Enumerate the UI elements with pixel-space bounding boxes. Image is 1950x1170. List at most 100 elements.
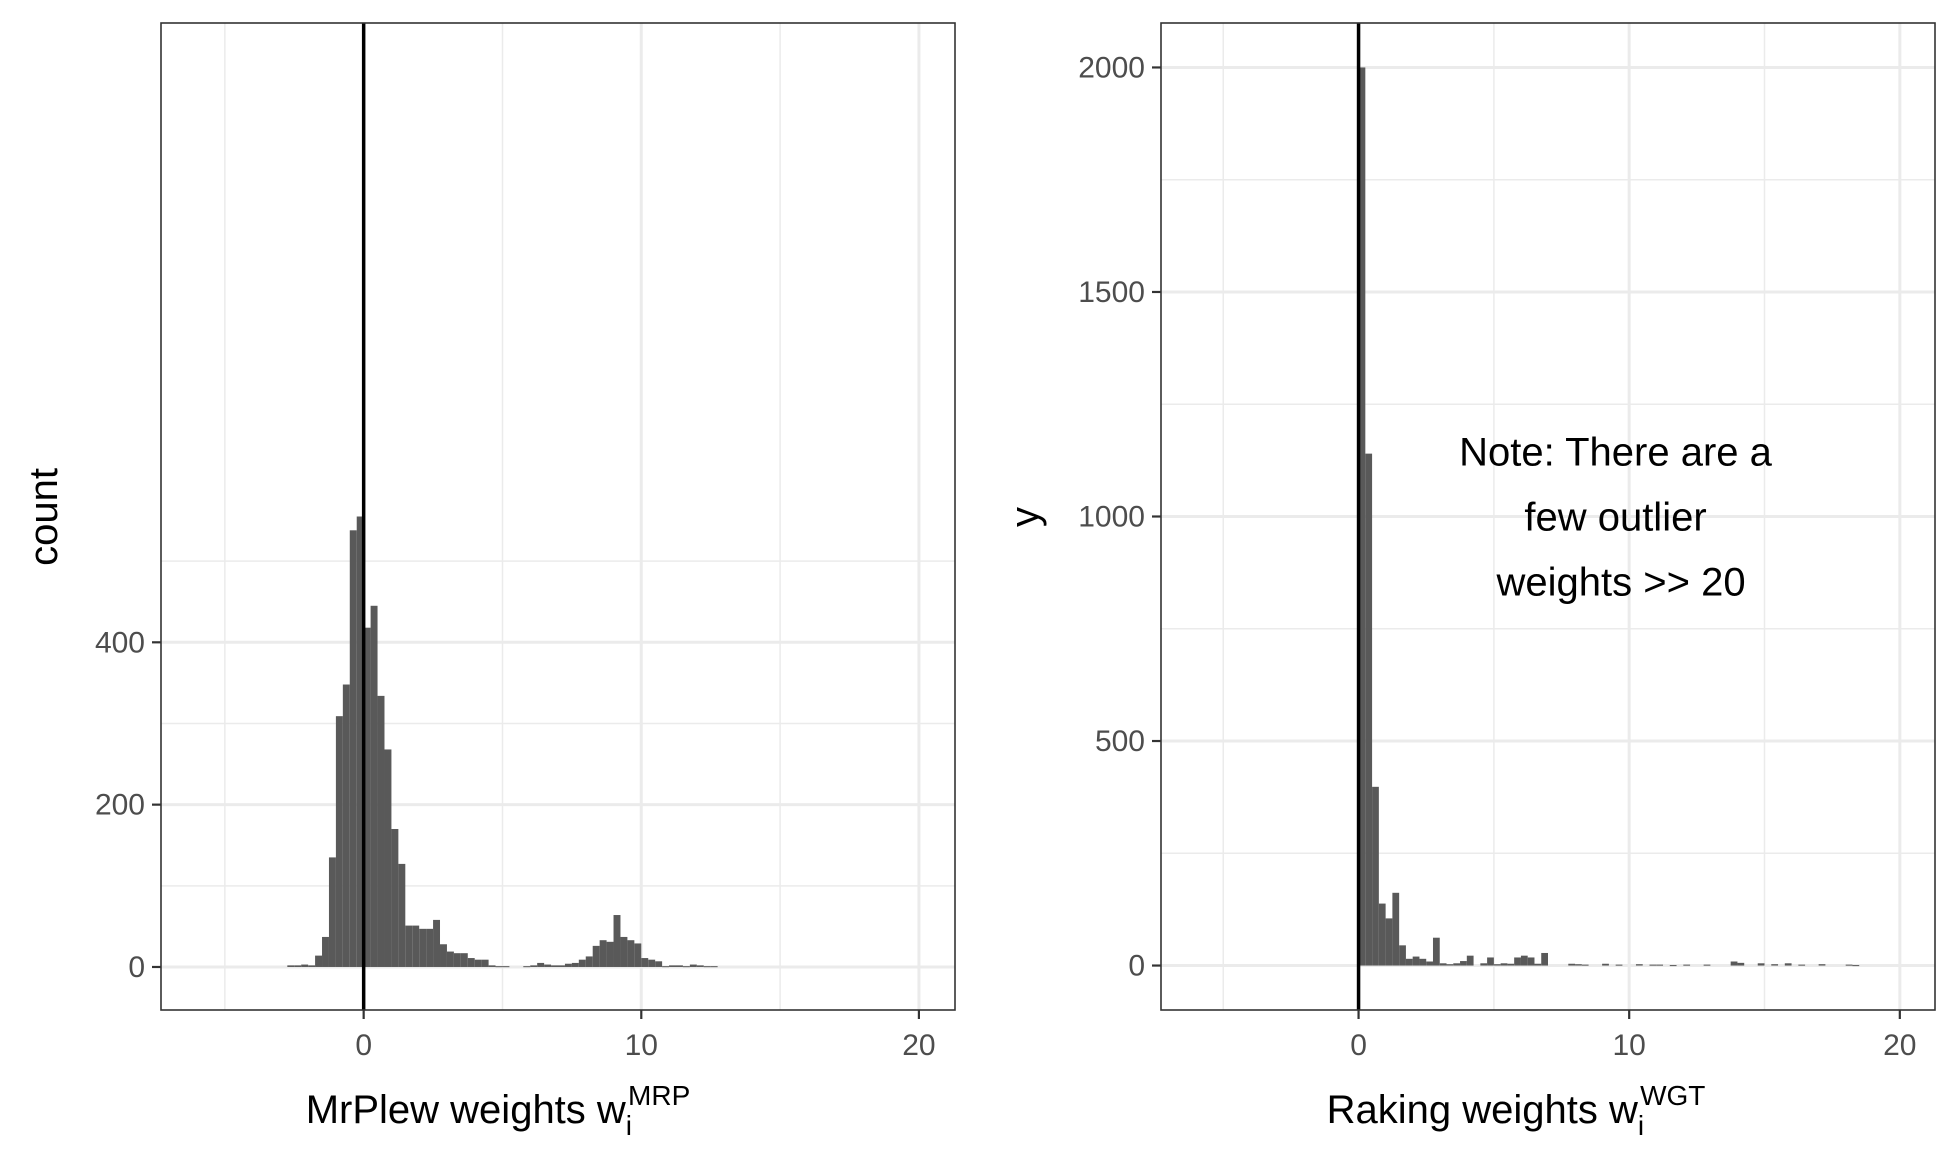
left-chart: 0 200 400 0 10 20 MrPlew weights wiMRP c… [22, 22, 956, 1141]
right-chart: 0 500 1000 1500 2000 0 10 20 Raking weig… [1003, 22, 1936, 1141]
right-x-axis-title: Raking weights wiWGT [1327, 1080, 1706, 1141]
left-histogram-bar [294, 965, 302, 967]
left-x-axis-title-superscript: MRP [628, 1080, 690, 1111]
right-histogram-bar [1798, 964, 1806, 966]
right-histogram-bar [1771, 964, 1779, 966]
left-histogram-bar [460, 953, 468, 967]
left-x-tick-label: 0 [355, 1029, 372, 1062]
left-histogram-bar [578, 959, 586, 967]
right-histogram-bar [1432, 937, 1440, 966]
left-histogram-bar [620, 936, 628, 967]
left-histogram-bar [523, 966, 531, 968]
left-histogram-bar [363, 627, 371, 967]
right-histogram-bar [1493, 964, 1501, 966]
right-x-axis-title-main: Raking weights w [1327, 1088, 1638, 1132]
left-histogram-bar [675, 965, 683, 967]
right-histogram-bar [1527, 957, 1535, 966]
right-histogram-bar [1419, 958, 1427, 966]
right-y-tick-label: 0 [1128, 950, 1145, 983]
left-histogram-bar [634, 943, 642, 967]
right-histogram-bar [1656, 964, 1664, 966]
left-histogram-bar [585, 956, 593, 967]
outlier-note-line: Note: There are a [1459, 431, 1773, 475]
left-histogram-bar [328, 857, 336, 967]
left-histogram-bar [641, 958, 649, 967]
right-histogram-bar [1852, 965, 1860, 967]
right-histogram-bar [1500, 963, 1508, 966]
left-histogram-bar [301, 964, 309, 967]
right-histogram-bar [1392, 892, 1400, 966]
right-histogram-bar [1649, 964, 1657, 966]
right-histogram-bar [1412, 956, 1420, 966]
left-histogram-bar [606, 941, 614, 967]
left-x-tick-label: 10 [625, 1029, 658, 1062]
left-y-tick-label: 0 [128, 951, 145, 984]
left-y-tick-label: 400 [95, 626, 145, 659]
left-histogram-bar [322, 936, 329, 967]
left-histogram-bar [308, 965, 316, 967]
left-histogram-bar [370, 605, 378, 967]
right-y-tick-label: 1500 [1078, 276, 1145, 309]
left-histogram-bar [481, 959, 489, 967]
left-histogram-bar [433, 919, 441, 967]
left-histogram-bar [474, 959, 482, 967]
right-y-axis-title: y [1003, 507, 1047, 527]
outlier-note-annotation: Note: There are a few outlier weights >>… [1459, 431, 1783, 605]
left-tick-marks [152, 641, 921, 1019]
right-x-axis-title-subscript: i [1638, 1110, 1644, 1141]
left-histogram-bar [495, 966, 503, 968]
right-histogram-bar [1453, 963, 1461, 966]
left-histogram-bar [530, 965, 538, 967]
outlier-note-line: few outlier [1524, 496, 1706, 540]
left-histogram-bar [564, 963, 572, 967]
left-histogram-bars [287, 516, 718, 968]
right-histogram-bar [1757, 963, 1765, 966]
right-histogram-bar [1480, 963, 1488, 966]
right-histogram-bar [1737, 962, 1745, 966]
left-histogram-bar [349, 530, 357, 967]
right-histogram-bar [1405, 958, 1413, 966]
left-histogram-bar [710, 966, 718, 968]
right-histogram-bar [1365, 453, 1373, 966]
left-histogram-bar [558, 965, 565, 967]
right-histogram-bar [1703, 964, 1711, 966]
right-histogram-bar [1730, 961, 1738, 966]
right-histogram-bar [1507, 963, 1515, 966]
left-histogram-bar [627, 940, 635, 967]
left-panel-border [160, 22, 956, 1011]
left-histogram-bar [412, 925, 420, 967]
left-histogram-bar [287, 965, 295, 967]
left-histogram-bar [342, 684, 350, 967]
left-histogram-bar [405, 925, 413, 967]
right-histogram-bar [1466, 955, 1474, 966]
right-tick-marks [1152, 66, 1901, 1019]
right-histogram-bar [1514, 957, 1521, 966]
right-histogram-bar [1602, 963, 1609, 966]
left-x-axis-title-subscript: i [626, 1110, 632, 1141]
right-histogram-bar [1818, 964, 1826, 966]
left-histogram-bar [655, 961, 663, 967]
right-histogram-bars [1358, 67, 1860, 967]
left-histogram-bar [335, 716, 343, 967]
right-y-tick-label: 2000 [1078, 51, 1145, 84]
right-histogram-bar [1487, 957, 1494, 966]
left-x-tick-label: 20 [902, 1029, 935, 1062]
right-y-tick-label: 1000 [1078, 501, 1145, 534]
right-x-axis-title-superscript: WGT [1640, 1080, 1705, 1111]
left-histogram-bar [453, 953, 461, 967]
right-x-tick-label: 0 [1350, 1029, 1367, 1062]
left-histogram-bar [426, 928, 434, 967]
right-histogram-bar [1575, 964, 1582, 966]
right-histogram-bar [1683, 964, 1691, 966]
left-histogram-bar [703, 966, 711, 968]
left-x-axis-title: MrPlew weights wiMRP [306, 1080, 691, 1141]
right-histogram-bar [1358, 67, 1366, 966]
left-y-axis-title: count [22, 468, 66, 566]
left-histogram-bar [488, 965, 496, 967]
left-histogram-bar [537, 962, 545, 967]
left-x-axis-title-main: MrPlew weights w [306, 1088, 626, 1132]
left-histogram-bar [592, 945, 600, 967]
left-histogram-bar [446, 951, 454, 967]
left-histogram-bar [398, 863, 406, 967]
